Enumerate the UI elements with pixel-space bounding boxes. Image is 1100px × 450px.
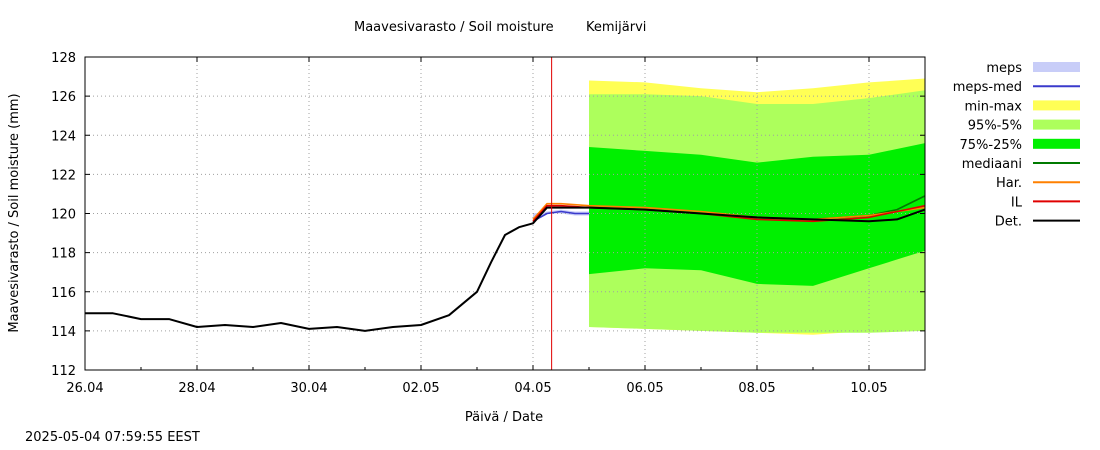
y-tick-label: 120: [51, 208, 76, 223]
x-tick-label: 30.04: [290, 381, 327, 396]
x-tick-label: 08.05: [738, 381, 775, 396]
legend-item: 75%-25%: [960, 138, 1080, 153]
x-tick-label: 10.05: [850, 381, 887, 396]
legend-item: mediaani: [962, 157, 1080, 172]
legend-label: Det.: [995, 215, 1022, 230]
y-tick-label: 116: [51, 286, 76, 301]
y-tick-label: 128: [51, 51, 76, 66]
band-75-25: [589, 143, 925, 286]
y-tick-label: 112: [51, 364, 76, 379]
x-tick-label: 04.05: [514, 381, 551, 396]
legend-item: meps-med: [953, 80, 1080, 95]
series-det: [85, 206, 926, 332]
grid-layer: [85, 57, 925, 370]
band-layer: [533, 78, 925, 335]
tick-layer: 112 114 116 118 120 122 124 126 128 26.04 28.04 30.…: [51, 51, 925, 396]
y-tick-label: 122: [51, 168, 76, 183]
y-tick-label: 118: [51, 247, 76, 262]
legend-item: Har.: [996, 176, 1080, 191]
legend-label: mediaani: [962, 157, 1022, 172]
legend-item: IL: [1011, 195, 1080, 210]
y-tick-label: 126: [51, 90, 76, 105]
legend-label: meps-med: [953, 80, 1022, 95]
y-tick-label: 124: [51, 129, 76, 144]
series-meps-med: [532, 210, 589, 222]
legend-item: meps: [986, 61, 1080, 76]
legend: meps meps-med min-max 95%-5% 75%-25% mediaani…: [953, 61, 1080, 230]
x-axis-label: Päivä / Date: [465, 410, 543, 425]
series-layer: [85, 57, 926, 370]
legend-label: meps: [986, 61, 1022, 76]
series-har: [532, 202, 926, 221]
chart-title: Maavesivarasto / Soil moisture: [354, 20, 554, 35]
legend-label: Har.: [996, 176, 1022, 191]
footer-timestamp: 2025-05-04 07:59:55 EEST: [25, 430, 200, 445]
legend-swatch: [1033, 119, 1080, 130]
legend-label: min-max: [964, 99, 1022, 114]
legend-item: Det.: [995, 215, 1080, 230]
legend-item: min-max: [964, 99, 1080, 114]
x-tick-label: 02.05: [402, 381, 439, 396]
legend-swatch: [1033, 62, 1080, 72]
legend-label: 75%-25%: [960, 138, 1022, 153]
legend-label: IL: [1011, 195, 1023, 210]
legend-swatch: [1033, 138, 1080, 149]
station-name: Kemijärvi: [586, 20, 646, 35]
x-tick-label: 28.04: [178, 381, 215, 396]
x-tick-label: 06.05: [626, 381, 663, 396]
y-tick-label: 114: [51, 325, 76, 340]
y-axis-label: Maavesivarasto / Soil moisture (mm): [7, 93, 22, 332]
legend-swatch: [1033, 100, 1080, 111]
x-tick-label: 26.04: [66, 381, 103, 396]
legend-item: 95%-5%: [968, 119, 1080, 134]
legend-label: 95%-5%: [968, 119, 1022, 134]
